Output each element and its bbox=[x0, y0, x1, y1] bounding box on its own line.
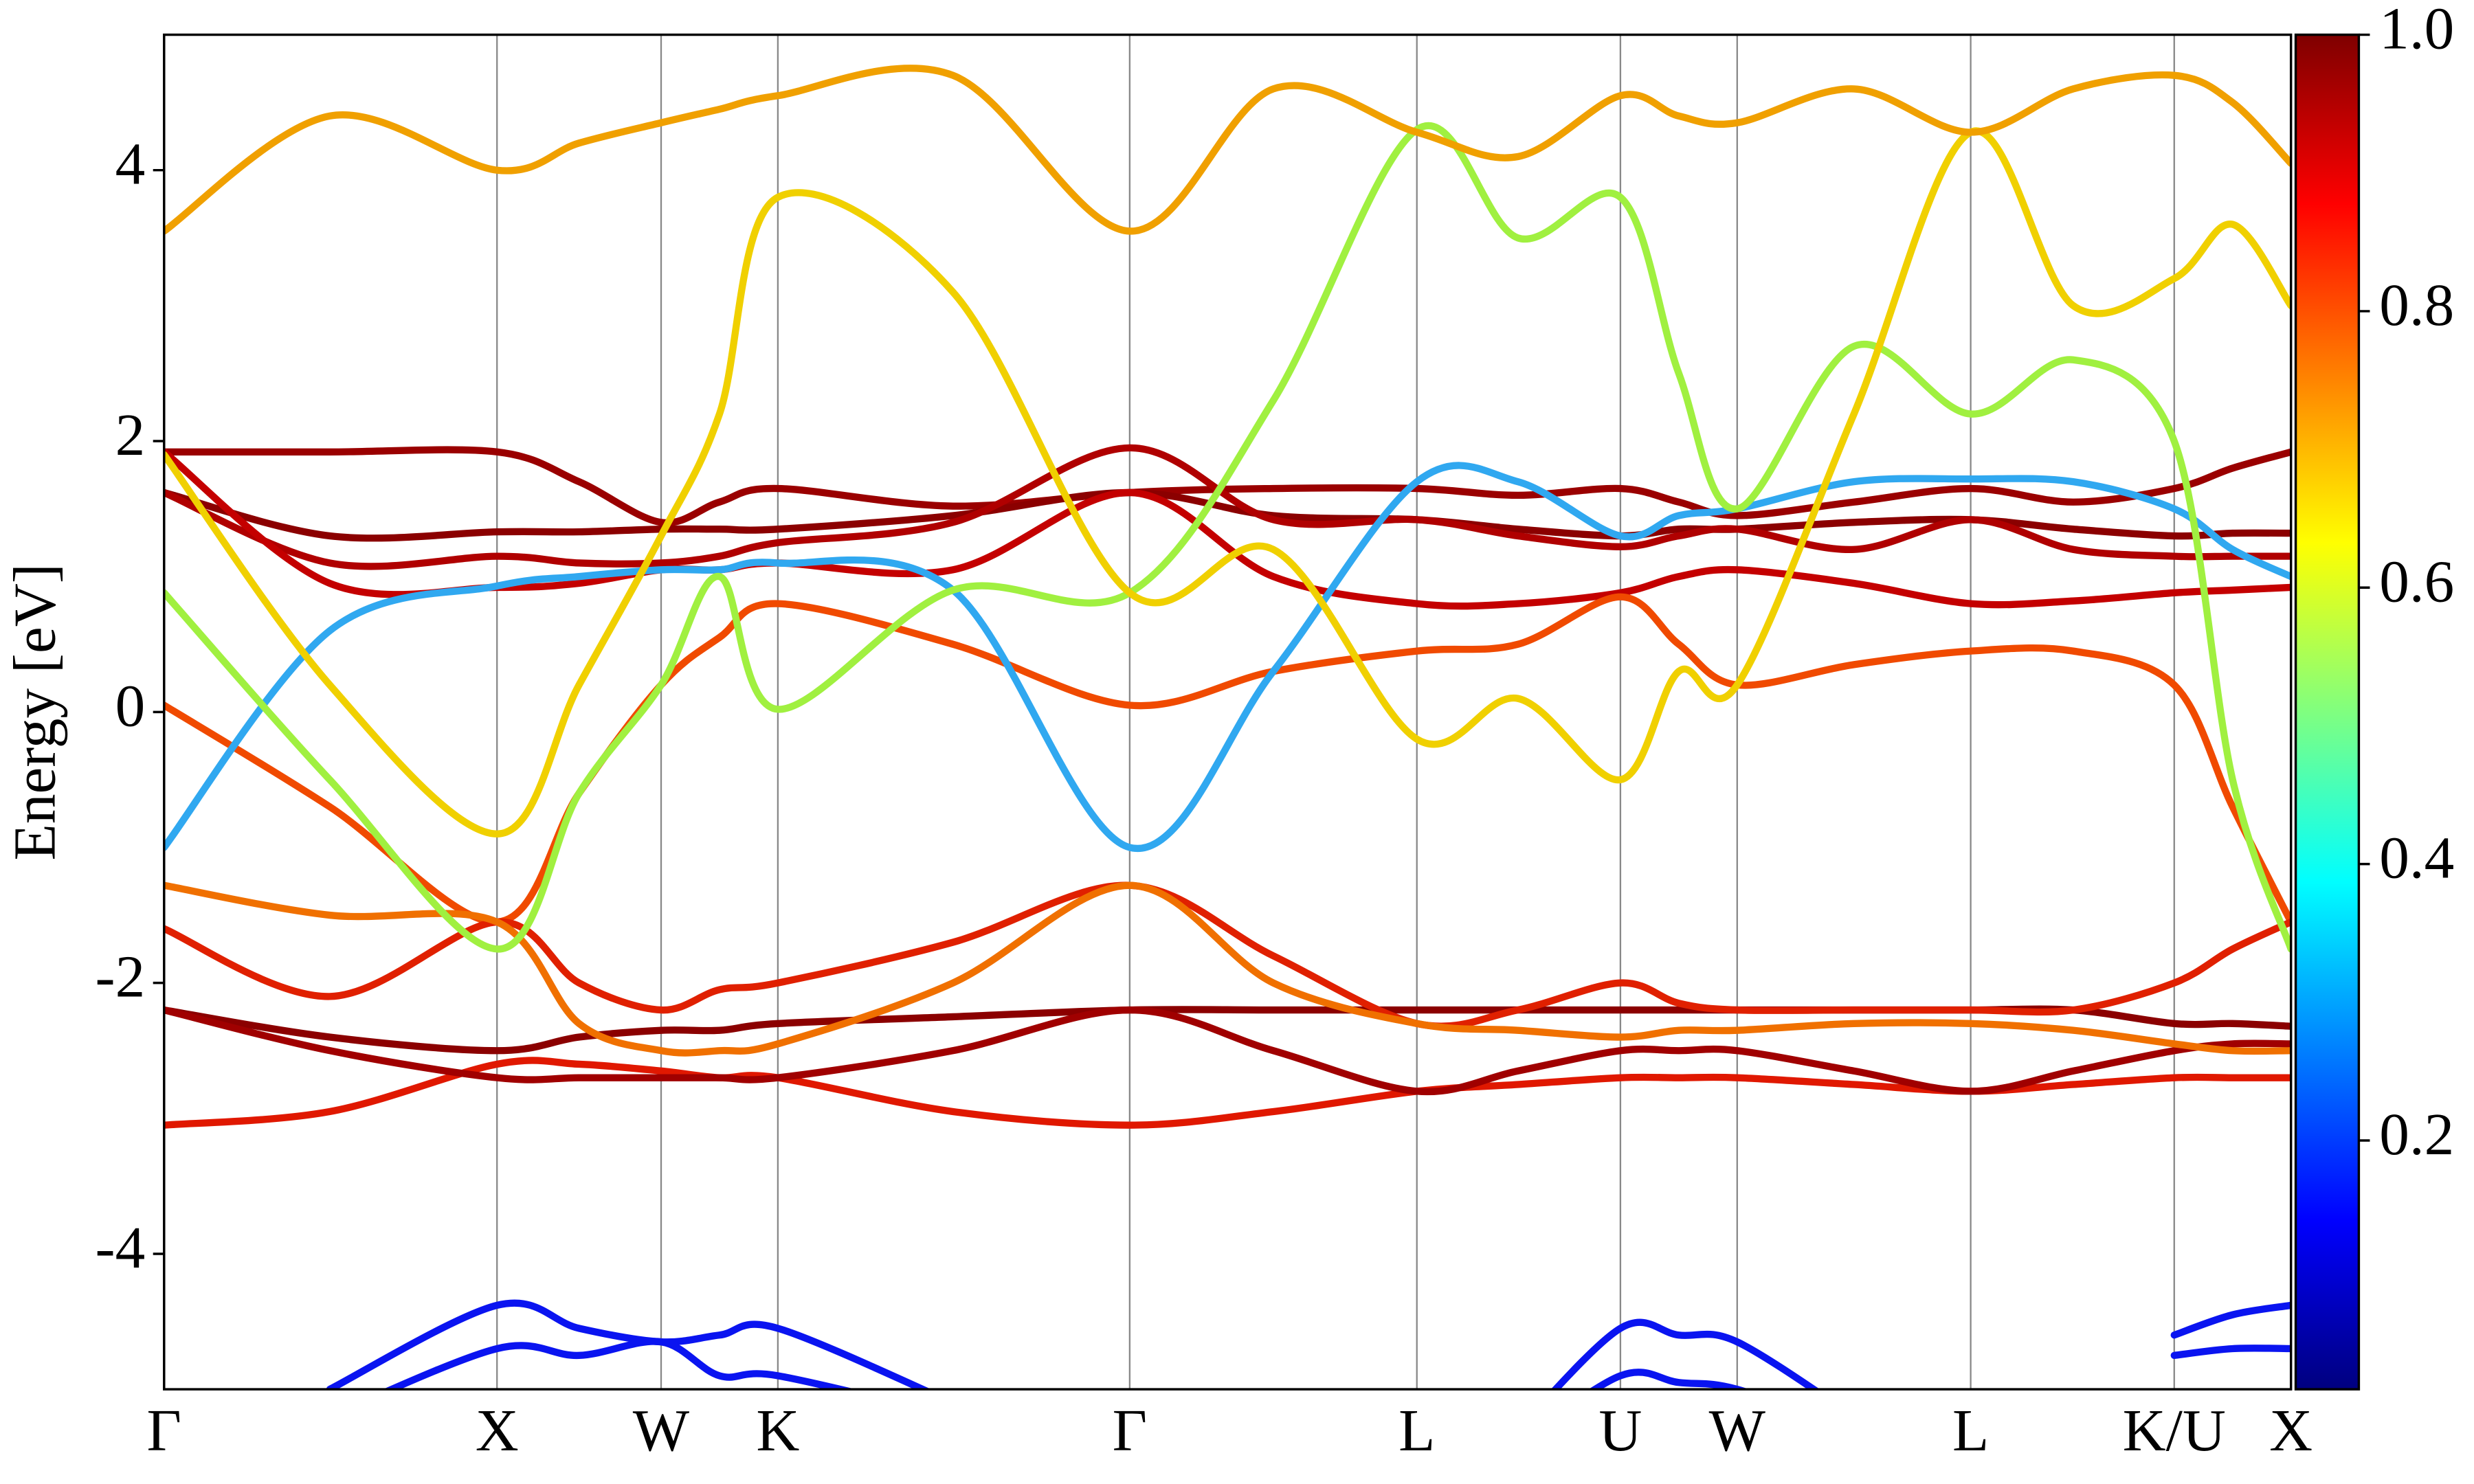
y-tick-label: 4 bbox=[115, 131, 146, 197]
band-line bbox=[164, 881, 2291, 1057]
band-line bbox=[164, 1006, 2291, 1096]
x-tick-label: Γ bbox=[1113, 1397, 1147, 1463]
colorbar-tick-label: 0.2 bbox=[2379, 1101, 2454, 1167]
colorbar-tick-label: 0.6 bbox=[2379, 548, 2454, 614]
band-line bbox=[2170, 1301, 2291, 1339]
y-tick-label: -4 bbox=[96, 1214, 146, 1281]
band-line bbox=[2170, 1345, 2291, 1360]
y-tick-label: -2 bbox=[96, 943, 146, 1010]
x-tick-label: L bbox=[1398, 1397, 1435, 1463]
x-tick-label: K bbox=[756, 1397, 799, 1463]
x-tick-label: X bbox=[476, 1397, 519, 1463]
bands bbox=[164, 65, 2291, 1390]
y-tick-label: 0 bbox=[115, 672, 146, 739]
x-tick-label: U bbox=[1598, 1397, 1642, 1463]
colorbar-tick-label: 1.0 bbox=[2379, 0, 2454, 62]
band-line bbox=[164, 881, 2291, 1030]
band-line bbox=[164, 462, 2291, 853]
band-line bbox=[164, 444, 2291, 570]
band-line bbox=[1588, 1369, 1750, 1390]
colorbar-tick-label: 0.4 bbox=[2379, 824, 2454, 891]
x-tick-label: K/U bbox=[2123, 1397, 2226, 1463]
x-tick-label: W bbox=[1709, 1397, 1766, 1463]
y-tick-label: 2 bbox=[115, 401, 146, 468]
band-line bbox=[383, 1338, 856, 1390]
x-tick-label: X bbox=[2269, 1397, 2313, 1463]
x-tick-label: W bbox=[633, 1397, 690, 1463]
band-line bbox=[164, 122, 2291, 953]
colorbar-tick-label: 0.8 bbox=[2379, 271, 2454, 338]
band-line bbox=[164, 446, 2291, 527]
x-tick-label: L bbox=[1952, 1397, 1989, 1463]
y-axis-label: Energy [eV] bbox=[1, 563, 68, 860]
band-line bbox=[164, 65, 2291, 235]
x-tick-label: Γ bbox=[147, 1397, 181, 1463]
colorbar bbox=[2294, 33, 2361, 1391]
band-line bbox=[1550, 1318, 1820, 1390]
